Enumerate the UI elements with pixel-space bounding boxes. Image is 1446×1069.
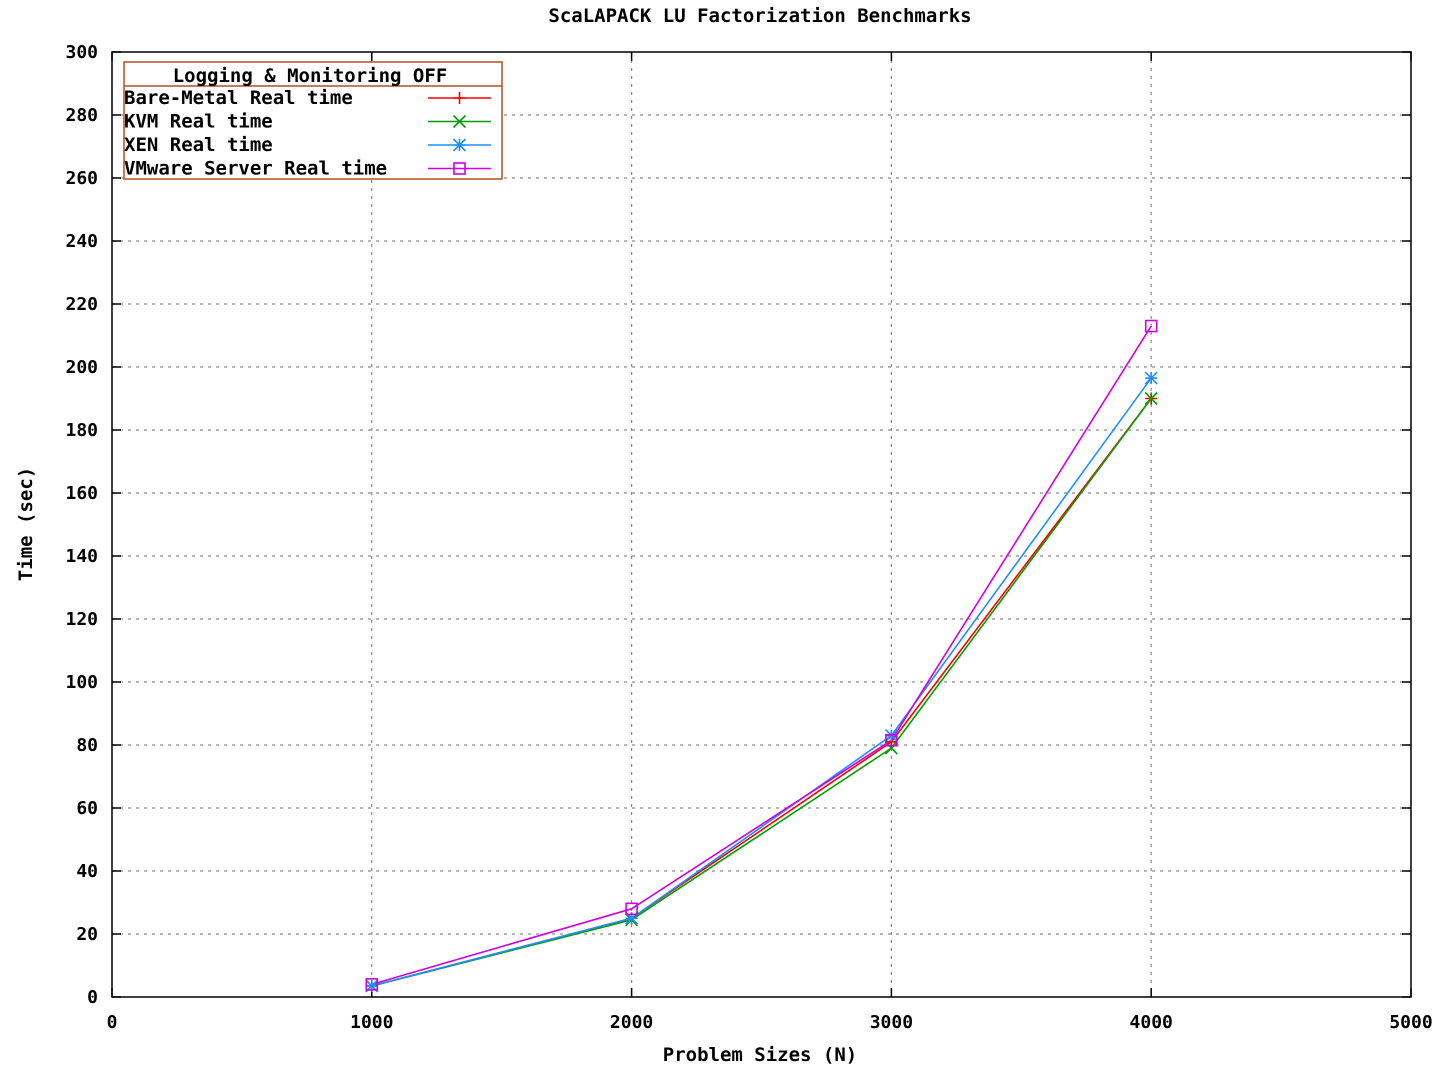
legend-box — [123, 61, 503, 180]
legend-swatch-marker — [452, 138, 467, 152]
y-tick-label: 0 — [87, 987, 98, 1008]
y-tick-label: 20 — [76, 924, 98, 945]
axis-ticks: 0 20 40 60 80 100 120 140 160 180 200 220 240 260 280 3… — [65, 42, 1432, 1033]
data-point-marker — [885, 733, 898, 747]
legend-title: Logging & Monitoring OFF — [173, 65, 448, 87]
data-point-marker — [365, 978, 379, 991]
data-point-marker — [365, 979, 379, 993]
legend-label: VMware Server Real time — [124, 158, 387, 180]
legend-label: KVM Real time — [124, 111, 273, 133]
data-point-marker — [1144, 391, 1158, 406]
series-line — [371, 377, 1152, 987]
x-axis-label: Problem Sizes (N) — [663, 1044, 857, 1066]
y-tick-label: 260 — [65, 168, 98, 189]
legend-swatch-marker — [453, 162, 466, 175]
data-point-marker — [1144, 319, 1158, 333]
grid — [112, 52, 1411, 997]
y-tick-label: 200 — [65, 357, 98, 378]
y-tick-label: 60 — [76, 798, 98, 819]
x-tick-label: 1000 — [350, 1012, 393, 1033]
y-tick-label: 100 — [65, 672, 98, 693]
data-point-marker — [1144, 371, 1158, 385]
x-tick-label: 0 — [107, 1012, 118, 1033]
y-tick-label: 180 — [65, 420, 98, 441]
y-tick-label: 160 — [65, 483, 98, 504]
x-tick-label: 2000 — [610, 1012, 653, 1033]
series-line — [371, 325, 1152, 986]
legend-swatch-marker — [453, 92, 466, 104]
series-group — [371, 325, 1152, 987]
chart-title: ScaLAPACK LU Factorization Benchmarks — [548, 5, 971, 27]
data-point-marker — [884, 741, 898, 755]
y-tick-label: 120 — [65, 609, 98, 630]
y-tick-label: 240 — [65, 231, 98, 252]
legend-swatch-marker — [452, 114, 467, 129]
legend-label: XEN Real time — [124, 134, 273, 156]
y-tick-label: 300 — [65, 42, 98, 63]
y-tick-label: 140 — [65, 546, 98, 567]
legend-label: Bare-Metal Real time — [124, 87, 353, 109]
x-tick-label: 4000 — [1130, 1012, 1173, 1033]
y-tick-label: 80 — [76, 735, 98, 756]
y-tick-label: 220 — [65, 294, 98, 315]
y-tick-label: 280 — [65, 105, 98, 126]
data-point-marker — [625, 902, 638, 916]
y-tick-label: 40 — [76, 861, 98, 882]
x-tick-label: 5000 — [1389, 1012, 1432, 1033]
y-axis-label: Time (sec) — [15, 467, 37, 581]
data-point-marker — [625, 911, 639, 925]
legend: Logging & Monitoring OFF Bare-Metal Real… — [123, 61, 503, 180]
plot-area-frame — [111, 51, 1412, 998]
x-tick-label: 3000 — [870, 1012, 913, 1033]
marker-group — [365, 319, 1158, 993]
